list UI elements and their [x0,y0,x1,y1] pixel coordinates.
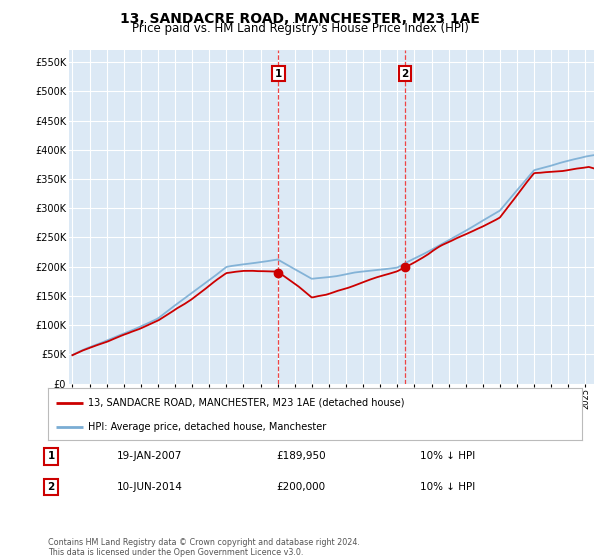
Text: 19-JAN-2007: 19-JAN-2007 [117,451,182,461]
Text: Contains HM Land Registry data © Crown copyright and database right 2024.
This d: Contains HM Land Registry data © Crown c… [48,538,360,557]
Text: HPI: Average price, detached house, Manchester: HPI: Average price, detached house, Manc… [88,422,326,432]
Text: 2: 2 [401,69,409,79]
Text: £200,000: £200,000 [276,482,325,492]
Text: 10% ↓ HPI: 10% ↓ HPI [420,482,475,492]
Text: Price paid vs. HM Land Registry's House Price Index (HPI): Price paid vs. HM Land Registry's House … [131,22,469,35]
Text: 1: 1 [275,69,282,79]
Text: £189,950: £189,950 [276,451,326,461]
Text: 1: 1 [47,451,55,461]
Text: 2: 2 [47,482,55,492]
Text: 13, SANDACRE ROAD, MANCHESTER, M23 1AE (detached house): 13, SANDACRE ROAD, MANCHESTER, M23 1AE (… [88,398,404,408]
Text: 10% ↓ HPI: 10% ↓ HPI [420,451,475,461]
Text: 10-JUN-2014: 10-JUN-2014 [117,482,183,492]
Text: 13, SANDACRE ROAD, MANCHESTER, M23 1AE: 13, SANDACRE ROAD, MANCHESTER, M23 1AE [120,12,480,26]
